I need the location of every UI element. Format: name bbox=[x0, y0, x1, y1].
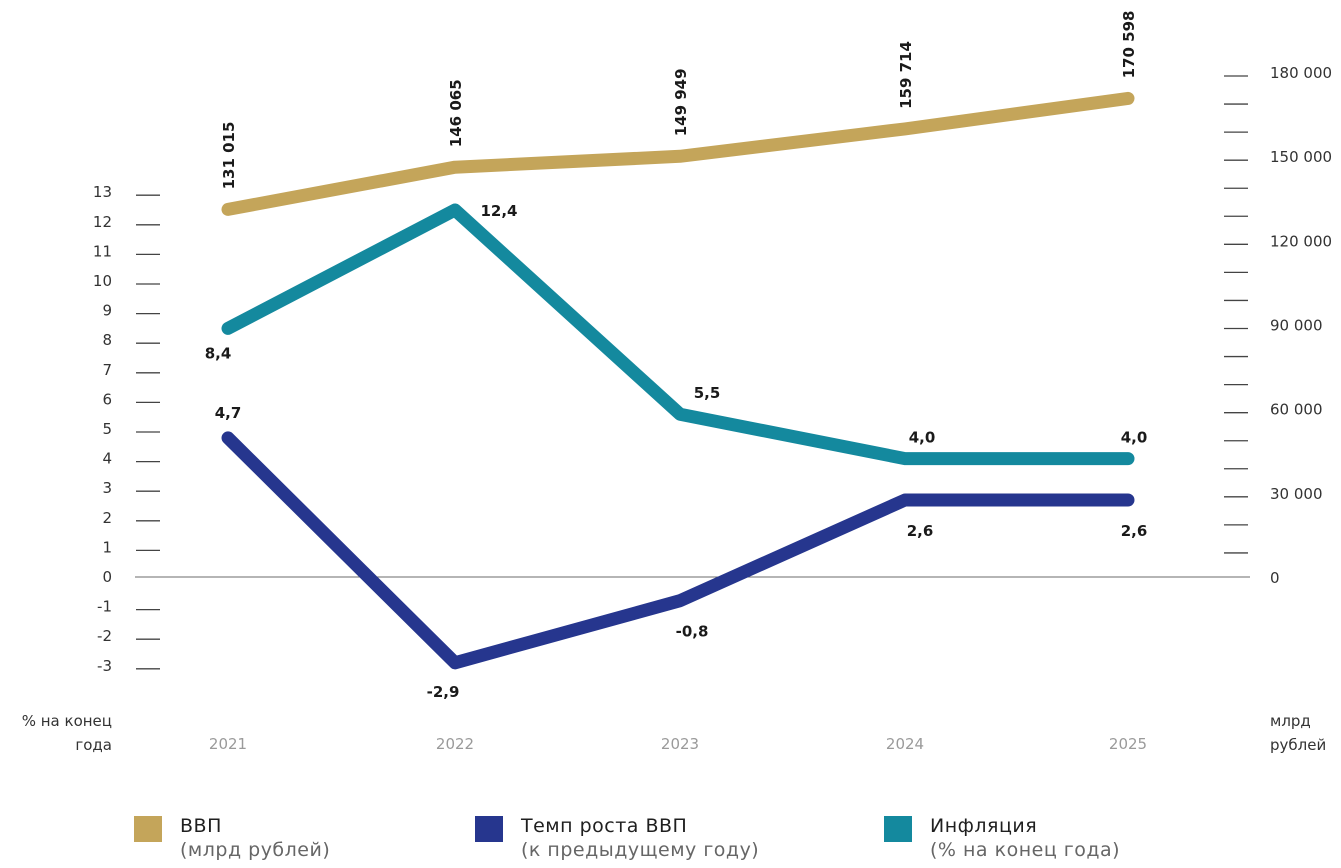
left-axis-tick-label: 2 bbox=[102, 509, 112, 527]
left-axis-tick-label: 11 bbox=[93, 242, 112, 260]
right-axis-tick-label: 90 000 bbox=[1270, 317, 1323, 335]
series-line-1 bbox=[221, 431, 1135, 670]
right-axis-tick-label: 30 000 bbox=[1270, 485, 1323, 503]
right-axis-tick-label: 0 bbox=[1270, 569, 1280, 587]
x-axis-year-label: 2023 bbox=[661, 735, 699, 753]
data-label-gdp: 131 015 bbox=[220, 122, 238, 190]
left-axis-tick-label: 7 bbox=[102, 361, 112, 379]
legend-sublabel-gdp: (млрд рублей) bbox=[180, 839, 331, 861]
right-axis-tick-label: 180 000 bbox=[1270, 64, 1332, 82]
left-axis-tick-label: 9 bbox=[102, 302, 112, 320]
legend-swatch-gdp bbox=[134, 816, 162, 842]
data-label-gdp-growth: 2,6 bbox=[907, 522, 934, 540]
legend-item-gdp-growth: Темп роста ВВП (к предыдущему году) bbox=[475, 814, 759, 862]
legend-label-gdp-growth: Темп роста ВВП bbox=[521, 815, 688, 837]
data-label-gdp-growth: 2,6 bbox=[1121, 522, 1148, 540]
data-label-gdp: 149 949 bbox=[672, 68, 690, 136]
right-axis-tick-label: 150 000 bbox=[1270, 148, 1332, 166]
left-axis-tick-label: 13 bbox=[93, 183, 112, 201]
left-axis-tick-label: 12 bbox=[93, 213, 112, 231]
left-axis-tick-label: 0 bbox=[102, 568, 112, 586]
data-label-gdp-growth: -0,8 bbox=[676, 623, 709, 641]
left-axis-tick-label: 5 bbox=[102, 420, 112, 438]
legend-label-gdp: ВВП bbox=[180, 815, 222, 837]
x-axis-year-label: 2022 bbox=[436, 735, 474, 753]
series-line-2 bbox=[221, 203, 1135, 466]
right-axis-unit-line1: млрд bbox=[1270, 712, 1311, 730]
x-axis-year-label: 2024 bbox=[886, 735, 924, 753]
data-label-inflation: 5,5 bbox=[694, 384, 721, 402]
legend-sublabel-inflation: (% на конец года) bbox=[930, 839, 1121, 861]
left-axis-tick-label: -3 bbox=[97, 657, 112, 675]
left-axis-tick-label: 8 bbox=[102, 331, 112, 349]
data-label-gdp: 146 065 bbox=[447, 79, 465, 147]
left-axis-unit-line2: года bbox=[75, 736, 112, 754]
data-label-inflation: 4,0 bbox=[909, 429, 936, 447]
left-axis-tick-label: -1 bbox=[97, 598, 112, 616]
legend-item-gdp: ВВП (млрд рублей) bbox=[134, 814, 330, 862]
right-axis-tick-label: 60 000 bbox=[1270, 401, 1323, 419]
left-axis-tick-label: -2 bbox=[97, 627, 112, 645]
legend-sublabel-gdp-growth: (к предыдущему году) bbox=[521, 839, 760, 861]
legend-swatch-inflation bbox=[884, 816, 912, 842]
legend-swatch-gdp-growth bbox=[475, 816, 503, 842]
data-label-inflation: 8,4 bbox=[205, 344, 232, 362]
x-axis-year-label: 2025 bbox=[1109, 735, 1147, 753]
data-label-gdp-growth: 4,7 bbox=[215, 404, 242, 422]
data-label-gdp: 159 714 bbox=[897, 41, 915, 109]
legend-item-inflation: Инфляция (% на конец года) bbox=[884, 814, 1120, 862]
right-axis-unit-line2: рублей bbox=[1270, 736, 1326, 754]
left-axis-tick-label: 6 bbox=[102, 390, 112, 408]
left-axis-tick-label: 10 bbox=[93, 272, 112, 290]
data-label-inflation: 4,0 bbox=[1121, 429, 1148, 447]
data-label-inflation: 12,4 bbox=[480, 202, 517, 220]
data-label-gdp: 170 598 bbox=[1120, 11, 1138, 79]
right-axis-tick-label: 120 000 bbox=[1270, 232, 1332, 250]
left-axis-tick-label: 1 bbox=[102, 538, 112, 556]
series-line-0 bbox=[221, 91, 1135, 216]
legend-label-inflation: Инфляция bbox=[930, 815, 1038, 837]
data-label-gdp-growth: -2,9 bbox=[427, 683, 460, 701]
x-axis-year-label: 2021 bbox=[209, 735, 247, 753]
left-axis-tick-label: 3 bbox=[102, 479, 112, 497]
left-axis-unit-line1: % на конец bbox=[22, 712, 112, 730]
left-axis-tick-label: 4 bbox=[102, 450, 112, 468]
